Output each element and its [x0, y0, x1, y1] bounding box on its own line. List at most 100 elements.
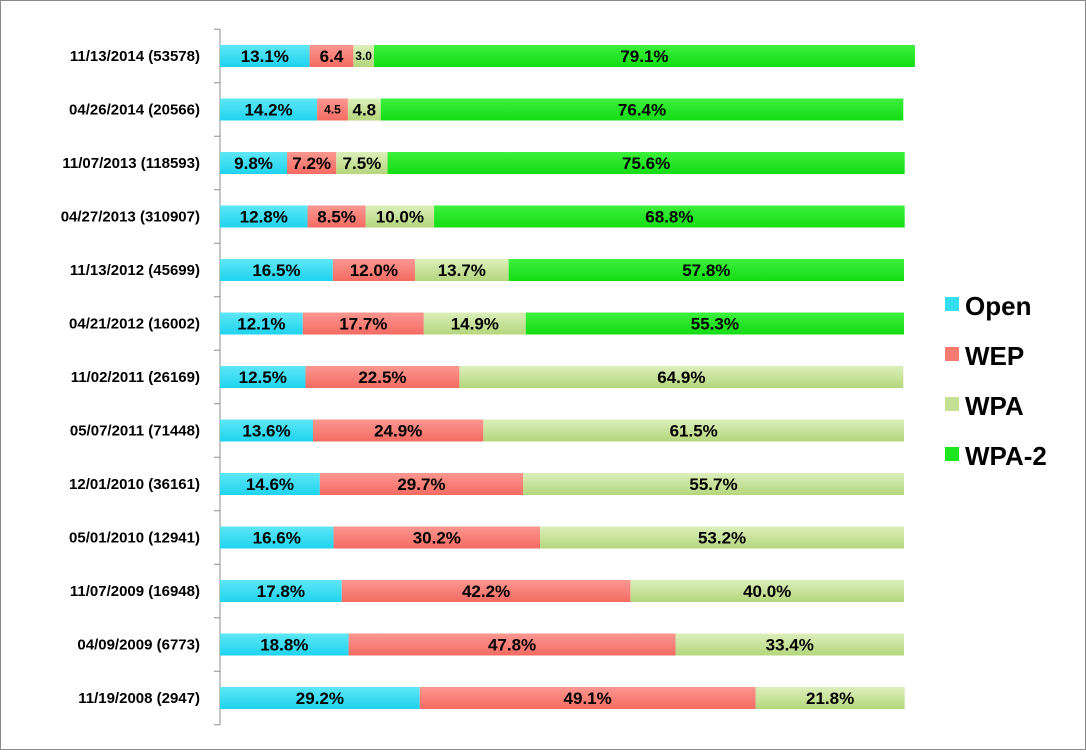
y-tick-label: 11/02/2011 (26169) — [71, 369, 200, 386]
data-label: 8.5% — [317, 208, 356, 227]
data-label: 9.8% — [234, 154, 273, 173]
bars — [220, 45, 915, 709]
bar-wep — [309, 45, 354, 67]
data-label: 6.4 — [320, 47, 344, 66]
data-label: 10.0% — [376, 208, 424, 227]
data-label: 57.8% — [682, 261, 730, 280]
data-label: 13.1% — [241, 47, 289, 66]
bar-wpa-2 — [525, 312, 904, 335]
bar-wep — [305, 366, 460, 388]
data-labels: 13.1% 6.4 3.0 79.1% 14.2% 4.5 4.8 76.4% 9.8% 7.2%… — [234, 47, 854, 708]
bar-wep — [317, 98, 348, 121]
data-label: 7.5% — [343, 154, 382, 173]
data-label: 7.2% — [292, 154, 331, 173]
data-label: 64.9% — [657, 368, 705, 387]
bar-wep — [313, 419, 484, 442]
y-tick-label: 11/07/2013 (118593) — [62, 155, 200, 172]
data-label: 17.8% — [257, 582, 305, 601]
bar-wep — [319, 473, 524, 495]
data-label: 18.8% — [260, 636, 308, 655]
bar-wep — [341, 580, 631, 602]
y-tick-label: 04/27/2013 (310907) — [61, 209, 200, 226]
bar-open — [220, 633, 349, 656]
legend-swatch-open — [945, 297, 959, 311]
data-label: 29.2% — [296, 689, 344, 708]
bar-wep — [333, 526, 541, 549]
bar-wpa-2 — [508, 259, 904, 281]
y-tick-label: 11/19/2008 (2947) — [78, 690, 200, 707]
bar-wpa-2 — [380, 98, 904, 121]
data-label: 12.1% — [237, 315, 285, 334]
legend-swatch-wep — [945, 347, 959, 361]
y-axis: 11/13/2014 (53578) 04/26/2014 (20566) 11/0… — [61, 28, 221, 726]
y-tick-label: 05/01/2010 (12941) — [69, 530, 200, 547]
bar-open — [220, 259, 333, 281]
bar-wep — [332, 259, 415, 281]
y-tick-label: 11/07/2009 (16948) — [70, 583, 200, 600]
data-label: 33.4% — [766, 636, 814, 655]
data-label: 42.2% — [462, 582, 510, 601]
bar-wpa — [540, 526, 904, 549]
data-label: 4.5 — [324, 103, 341, 117]
bar-wep — [302, 312, 424, 335]
data-label: 16.5% — [252, 261, 300, 280]
y-tick-label: 04/26/2014 (20566) — [69, 102, 200, 119]
data-label: 40.0% — [743, 582, 791, 601]
data-label: 3.0 — [355, 49, 372, 63]
data-label: 76.4% — [618, 101, 666, 120]
bar-wpa — [336, 152, 388, 174]
legend: Open WEP WPA WPA-2 — [945, 291, 1047, 471]
bar-open — [220, 45, 310, 67]
data-label: 21.8% — [806, 689, 854, 708]
legend-label-wpa: WPA — [965, 391, 1024, 421]
bar-wpa — [459, 366, 904, 388]
data-label: 17.7% — [339, 315, 387, 334]
y-tick-label: 11/13/2012 (45699) — [70, 262, 200, 279]
data-label: 49.1% — [564, 689, 612, 708]
data-label: 24.9% — [374, 422, 422, 441]
legend-label-wpa-2: WPA-2 — [965, 441, 1047, 471]
legend-label-open: Open — [965, 291, 1031, 321]
bar-wpa — [630, 580, 904, 602]
data-label: 14.6% — [246, 475, 294, 494]
data-label: 12.5% — [239, 368, 287, 387]
bar-open — [220, 366, 306, 388]
data-label: 22.5% — [358, 368, 406, 387]
y-tick-label: 04/21/2012 (16002) — [69, 316, 200, 333]
data-label: 30.2% — [413, 529, 461, 548]
data-label: 79.1% — [620, 47, 668, 66]
bar-wpa — [353, 45, 374, 67]
data-label: 47.8% — [488, 636, 536, 655]
data-label: 29.7% — [397, 475, 445, 494]
data-label: 14.2% — [244, 101, 292, 120]
data-label: 68.8% — [645, 208, 693, 227]
bar-open — [220, 580, 342, 602]
bar-open — [220, 98, 318, 121]
data-label: 13.7% — [438, 261, 486, 280]
bar-wpa — [347, 98, 381, 121]
bar-wep — [287, 152, 337, 174]
bar-open — [220, 419, 314, 442]
bar-wpa-2 — [434, 205, 905, 228]
legend-swatch-wpa — [945, 397, 959, 411]
y-tick-label: 04/09/2009 (6773) — [77, 637, 200, 654]
bar-open — [220, 526, 334, 549]
data-label: 16.6% — [253, 529, 301, 548]
bar-open — [220, 205, 308, 228]
bar-wpa — [523, 473, 904, 495]
data-label: 53.2% — [698, 529, 746, 548]
bar-wpa-2 — [387, 152, 905, 174]
bar-wpa-2 — [373, 45, 915, 67]
data-label: 12.8% — [240, 208, 288, 227]
bar-open — [220, 473, 320, 495]
bar-wpa — [423, 312, 526, 335]
bar-wpa — [755, 687, 905, 709]
y-tick-label: 05/07/2011 (71448) — [70, 423, 200, 440]
y-tick-label: 12/01/2010 (36161) — [69, 476, 200, 493]
data-label: 13.6% — [242, 422, 290, 441]
legend-swatch-wpa-2 — [945, 447, 959, 461]
bar-wep — [419, 687, 756, 709]
data-label: 12.0% — [350, 261, 398, 280]
